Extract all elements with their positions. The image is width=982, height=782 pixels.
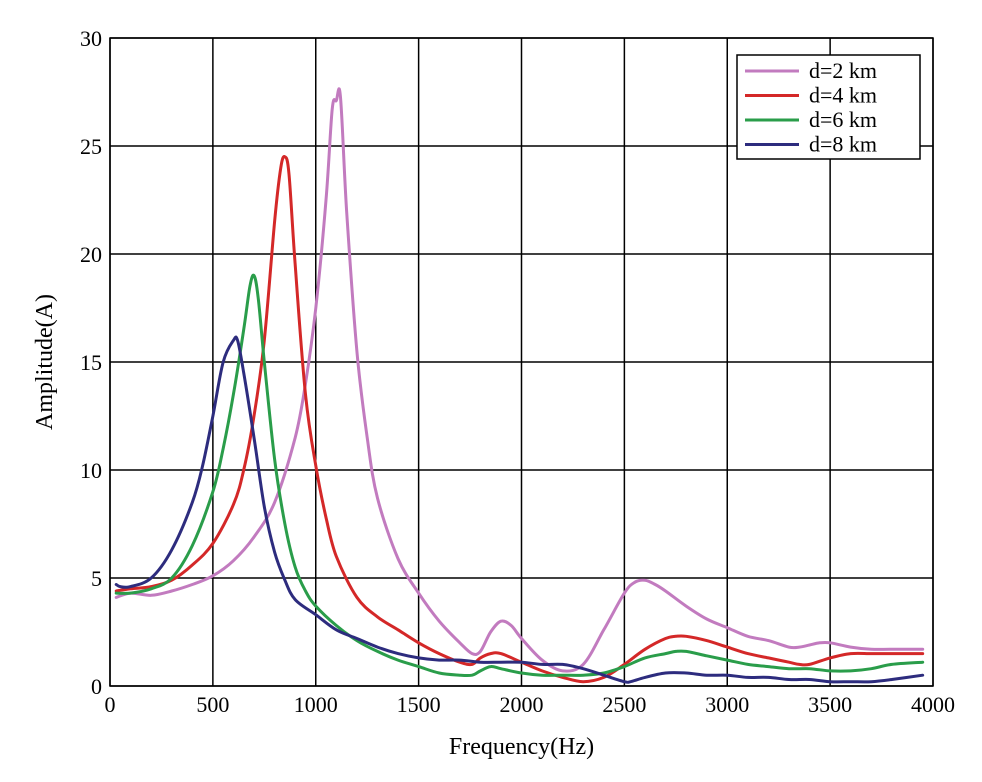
series-line-4 xyxy=(114,335,925,684)
series-line-3 xyxy=(114,273,925,678)
y-tick-label: 25 xyxy=(80,134,102,159)
x-tick-label: 1000 xyxy=(294,692,338,717)
legend-label: d=2 km xyxy=(809,58,877,83)
y-tick-label: 30 xyxy=(80,26,102,51)
y-tick-label: 15 xyxy=(80,350,102,375)
plot-frame xyxy=(109,37,934,687)
series-layer xyxy=(114,87,925,684)
legend-label: d=4 km xyxy=(809,83,877,108)
legend-box xyxy=(736,54,921,160)
y-tick-labels: 0 5 10 15 20 25 30 xyxy=(80,26,102,699)
x-tick-label: 4000 xyxy=(911,692,955,717)
x-tick-label: 0 xyxy=(105,692,116,717)
x-tick-label: 3500 xyxy=(808,692,852,717)
y-tick-label: 20 xyxy=(80,242,102,267)
x-tick-labels: 0 500 1000 1500 2000 2500 3000 3500 4000 xyxy=(105,692,956,717)
x-tick-label: 500 xyxy=(196,692,229,717)
legend-label: d=8 km xyxy=(809,132,877,157)
x-tick-label: 3000 xyxy=(705,692,749,717)
y-tick-label: 5 xyxy=(91,566,102,591)
series-line-2 xyxy=(114,155,925,684)
y-axis-label: Amplitude(A) xyxy=(32,294,58,430)
x-tick-label: 2500 xyxy=(602,692,646,717)
x-tick-label: 1500 xyxy=(397,692,441,717)
legend-label: d=6 km xyxy=(809,107,877,132)
grid xyxy=(109,37,934,687)
series-line-1 xyxy=(114,87,925,673)
y-tick-label: 0 xyxy=(91,674,102,699)
x-axis-label: Frequency(Hz) xyxy=(449,734,594,760)
legend: d=2 kmd=4 kmd=6 kmd=8 km xyxy=(736,54,921,160)
x-tick-label: 2000 xyxy=(500,692,544,717)
y-tick-label: 10 xyxy=(80,458,102,483)
